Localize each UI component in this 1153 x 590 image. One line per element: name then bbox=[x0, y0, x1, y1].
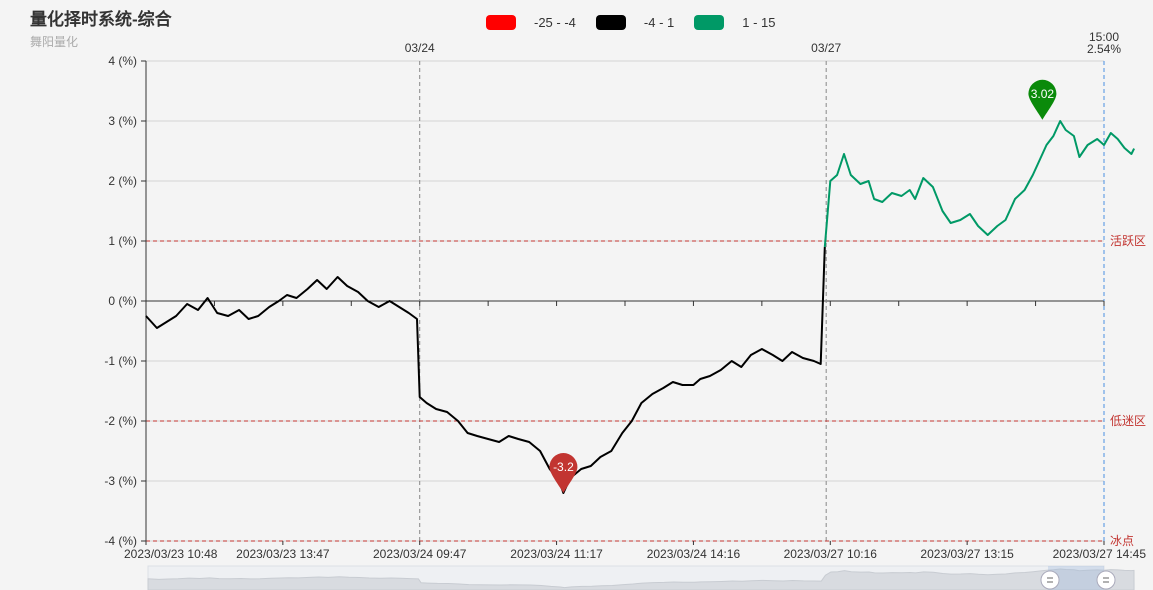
series-line bbox=[145, 246, 826, 494]
legend-label: -4 - 1 bbox=[643, 15, 675, 30]
y-tick-label: 4 (%) bbox=[108, 54, 137, 68]
data-zoom-slider[interactable] bbox=[147, 565, 1135, 590]
x-tick-label: 2023/03/24 11:17 bbox=[510, 547, 603, 561]
mark-line-label: 低迷区 bbox=[1110, 414, 1146, 428]
y-tick-label: -2 (%) bbox=[104, 414, 137, 428]
y-tick-label: 3 (%) bbox=[108, 114, 137, 128]
legend-item-black[interactable]: -4 - 1 bbox=[595, 15, 675, 30]
day-markers: 03/24 03/27 15:002.54% bbox=[405, 30, 1121, 541]
chart-title: 量化择时系统-综合 bbox=[30, 10, 172, 29]
x-tick-label: 2023/03/24 14:16 bbox=[647, 547, 741, 561]
x-tick-label: 2023/03/27 14:45 bbox=[1053, 547, 1147, 561]
legend-swatch bbox=[595, 15, 626, 30]
pin-label: -3.2 bbox=[553, 460, 574, 474]
legend-item-red[interactable]: -25 - -4 bbox=[486, 15, 576, 30]
current-value-label: 2.54% bbox=[1087, 42, 1121, 56]
legend-swatch bbox=[694, 15, 725, 30]
mark-point-pin[interactable]: 3.02 bbox=[1028, 79, 1057, 120]
y-tick-label: 1 (%) bbox=[108, 234, 137, 248]
y-tick-label: 2 (%) bbox=[108, 174, 137, 188]
pin-label: 3.02 bbox=[1031, 87, 1055, 101]
mark-line-label: 活跃区 bbox=[1110, 234, 1146, 248]
legend-label: -25 - -4 bbox=[534, 15, 576, 30]
y-tick-label: -4 (%) bbox=[104, 534, 137, 548]
mark-points: 3.02 -3.2 bbox=[549, 79, 1057, 493]
x-tick-label: 2023/03/27 10:16 bbox=[784, 547, 878, 561]
day-marker-label: 03/24 bbox=[405, 41, 435, 55]
legend-item-green[interactable]: 1 - 15 bbox=[694, 15, 776, 30]
legend: -25 - -4 -4 - 1 1 - 15 bbox=[486, 15, 796, 30]
mark-line-label: 冰点 bbox=[1110, 534, 1134, 548]
pin-shape bbox=[549, 453, 578, 493]
y-tick-label: -3 (%) bbox=[104, 474, 137, 488]
legend-swatch bbox=[486, 15, 516, 30]
mark-point-pin[interactable]: -3.2 bbox=[549, 453, 578, 493]
series-line bbox=[823, 120, 1135, 248]
zoom-handle[interactable] bbox=[1040, 570, 1060, 590]
zoom-handle[interactable] bbox=[1096, 570, 1116, 590]
legend-label: 1 - 15 bbox=[742, 15, 776, 30]
chart-subtitle: 舞阳量化 bbox=[30, 35, 79, 49]
pin-shape bbox=[1028, 79, 1057, 120]
axes: 4 (%) 3 (%) 2 (%) 1 (%) 0 (%) -1 (%) -2 (%) -3 … bbox=[104, 54, 1146, 561]
x-tick-label: 2023/03/23 13:47 bbox=[236, 547, 330, 561]
x-tick-label: 2023/03/24 09:47 bbox=[373, 547, 467, 561]
day-marker-label: 03/27 bbox=[811, 41, 841, 55]
x-tick-label: 2023/03/23 10:48 bbox=[124, 547, 218, 561]
zoom-preview bbox=[147, 568, 1135, 590]
series-lines bbox=[145, 120, 1135, 494]
y-tick-label: -1 (%) bbox=[104, 354, 137, 368]
current-time-label: 15:00 bbox=[1089, 30, 1119, 44]
x-tick-label: 2023/03/27 13:15 bbox=[920, 547, 1014, 561]
y-tick-label: 0 (%) bbox=[108, 294, 137, 308]
